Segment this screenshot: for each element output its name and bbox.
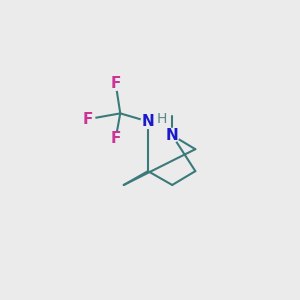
Text: N: N (142, 114, 154, 129)
Text: F: F (110, 131, 121, 146)
Circle shape (141, 115, 155, 128)
Circle shape (109, 132, 123, 146)
Circle shape (109, 76, 123, 90)
Circle shape (81, 112, 95, 126)
Text: F: F (83, 112, 93, 127)
Text: F: F (110, 76, 121, 91)
Circle shape (165, 128, 179, 142)
Text: N: N (166, 128, 178, 143)
Text: H: H (157, 112, 167, 126)
